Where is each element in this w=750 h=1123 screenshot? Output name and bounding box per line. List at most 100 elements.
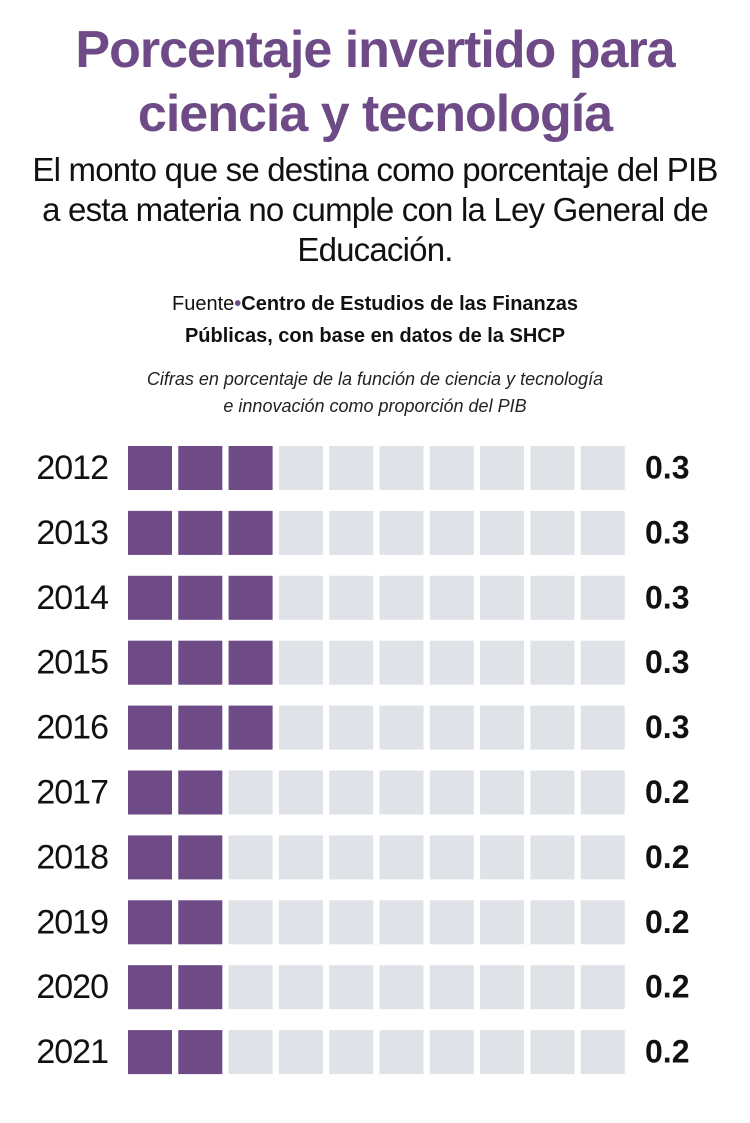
filled-cell [228,640,273,685]
value-label: 0.3 [645,579,689,615]
empty-cell [480,510,525,555]
value-cells [128,900,223,945]
empty-cell [580,575,625,620]
empty-cell [379,446,424,490]
value-label: 0.2 [645,969,689,1005]
empty-cell [429,446,474,490]
empty-cell [329,510,374,555]
year-label: 2019 [36,903,108,941]
value-label: 0.2 [645,774,689,810]
chart-subtitle: El monto que se destina como porcentaje … [32,151,718,268]
empty-cell [480,1030,525,1075]
value-label: 0.3 [645,644,689,680]
empty-cell [530,770,575,815]
filled-cell [178,835,223,880]
filled-cell [128,770,172,815]
empty-cell [278,835,323,880]
empty-cell [228,900,273,945]
empty-cell [480,965,525,1010]
filled-cell [178,1030,223,1075]
empty-cell [429,510,474,555]
filled-cell [178,510,223,555]
empty-cell [278,575,323,620]
filled-cell [128,965,172,1010]
empty-cell [530,510,575,555]
empty-cell [329,640,374,685]
empty-cell [228,835,273,880]
empty-cell [480,640,525,685]
filled-cell [228,705,273,750]
empty-cell [329,575,374,620]
empty-cell [329,446,374,490]
empty-cell [379,965,424,1010]
value-label: 0.2 [645,839,689,875]
empty-cell [278,900,323,945]
filled-cell [128,640,172,685]
empty-cell [530,446,575,490]
empty-cell [379,575,424,620]
empty-cell [429,640,474,685]
filled-cell [178,575,223,620]
value-label: 0.3 [645,449,689,485]
source: Fuente•Centro de Estudios de las Finanza… [140,288,610,352]
empty-cell [580,446,625,490]
empty-cell [379,510,424,555]
filled-cell [228,575,273,620]
filled-cell [228,510,273,555]
empty-cell [580,835,625,880]
empty-cell [278,446,323,490]
year-label: 2017 [36,773,108,811]
year-label: 2018 [36,838,108,876]
empty-cell [480,705,525,750]
empty-cell [329,705,374,750]
empty-cell [530,640,575,685]
empty-cell [480,770,525,815]
filled-cell [228,446,273,490]
empty-cell [530,575,575,620]
empty-cell [228,1030,273,1075]
value-label: 0.3 [645,514,689,550]
empty-cell [530,900,575,945]
empty-cell [278,965,323,1010]
empty-cell [429,965,474,1010]
note: Cifras en porcentaje de la función de ci… [146,369,604,416]
value-cells [128,640,273,685]
empty-cell [228,965,273,1010]
filled-cell [128,510,172,555]
filled-cell [178,770,223,815]
empty-cell [580,1030,625,1075]
filled-cell [178,640,223,685]
empty-cell [379,900,424,945]
empty-cell [228,770,273,815]
year-label: 2021 [36,1033,108,1071]
empty-cell [329,1030,374,1075]
empty-cell [329,770,374,815]
year-label: 2015 [36,644,108,682]
empty-cell [379,705,424,750]
separator: • [234,293,242,315]
empty-cell [329,835,374,880]
empty-cell [278,770,323,815]
filled-cell [178,965,223,1010]
chart: 2012 0.3 2013 0.3 2014 0.3 2015 0.3 2016 0.3 2017 0… [36,446,689,1075]
chart-title: Porcentaje invertido para ciencia y tecn… [75,21,675,143]
empty-cell [329,900,374,945]
empty-cell [278,705,323,750]
source-label: Fuente [171,293,235,315]
value-cells [128,446,273,490]
empty-cell [530,705,575,750]
empty-cell [329,965,374,1010]
empty-cell [379,770,424,815]
empty-cell [429,705,474,750]
empty-cell [580,965,625,1010]
filled-cell [178,705,223,750]
value-cells [128,1030,223,1075]
empty-cell [429,575,474,620]
empty-cell [429,770,474,815]
year-label: 2014 [36,579,108,617]
value-cells [128,510,273,555]
filled-cell [128,705,172,750]
empty-cell [278,640,323,685]
empty-cell [480,446,525,490]
empty-cell [278,510,323,555]
